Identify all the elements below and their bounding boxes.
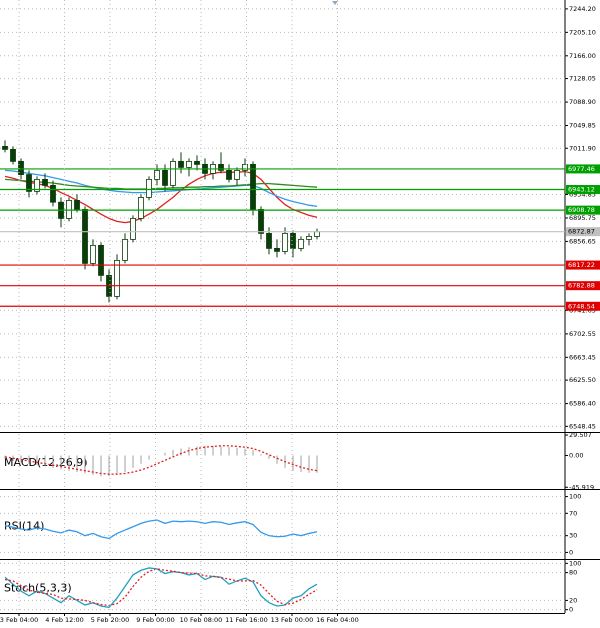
candle-body	[122, 238, 128, 261]
candle-body	[130, 217, 136, 240]
level-label: 6782.88	[568, 282, 595, 290]
indicator-line	[4, 519, 318, 540]
x-axis-label: 16 Feb 04:00	[316, 616, 359, 624]
y-tick-label: 6856.65	[569, 237, 596, 245]
indicator-label: RSI(14)	[4, 520, 44, 533]
candle-body	[26, 174, 32, 192]
shift-marker	[332, 1, 338, 5]
y-tick-label: 6548.45	[569, 422, 596, 430]
level-label: 6943.12	[568, 186, 595, 194]
candle-body	[194, 160, 200, 165]
y-tick-label: 6586.40	[569, 400, 596, 408]
y-tick-label: 100	[569, 493, 581, 501]
y-tick-label: -45.919	[569, 483, 594, 491]
candle-body	[218, 163, 224, 171]
level-label-box	[566, 260, 600, 270]
level-label-box	[566, 164, 600, 174]
x-axis-label: 4 Feb 12:00	[45, 616, 84, 624]
y-tick-label: 7244.20	[569, 5, 596, 13]
y-tick-label: 6895.75	[569, 214, 596, 222]
indicator-label: MACD(12,26,9)	[4, 456, 88, 469]
y-tick-label: 0.00	[569, 451, 583, 459]
candle-body	[306, 235, 312, 240]
candle-body	[242, 163, 248, 171]
x-axis-label: 11 Feb 16:00	[225, 616, 268, 624]
y-tick-label: 7128.05	[569, 75, 596, 83]
level-label: 6872.87	[568, 228, 595, 236]
candle-body	[2, 145, 8, 150]
x-axis-label: 13 Feb 00:00	[271, 616, 314, 624]
indicator-line	[4, 169, 318, 208]
level-label-box	[566, 227, 600, 237]
candle-body	[42, 178, 48, 186]
level-label: 6977.46	[568, 165, 595, 173]
y-tick-label: 29.507	[569, 431, 592, 439]
y-tick-label: 7049.85	[569, 121, 596, 129]
level-label-box	[566, 281, 600, 291]
candle-body	[226, 169, 232, 180]
candle-body	[98, 244, 104, 276]
y-tick-label: 100	[569, 559, 581, 567]
candle-body	[178, 160, 184, 168]
y-tick-label: 0	[569, 548, 573, 556]
x-axis-label: 9 Feb 00:00	[136, 616, 175, 624]
level-label-box	[566, 205, 600, 215]
y-tick-label: 7166.00	[569, 52, 596, 60]
level-label: 6908.78	[568, 206, 595, 214]
candle-body	[154, 169, 160, 180]
candle-body	[114, 259, 120, 297]
candle-body	[186, 160, 192, 168]
y-tick-label: 70	[569, 509, 577, 517]
candle-body	[90, 244, 96, 264]
y-tick-label: 20	[569, 596, 577, 604]
candle-body	[258, 208, 264, 234]
y-tick-label: 80	[569, 569, 577, 577]
candle-body	[74, 199, 80, 210]
y-tick-label: 6934.85	[569, 190, 596, 198]
y-tick-label: 0	[569, 606, 573, 614]
candle-body	[250, 163, 256, 210]
y-tick-label: 6702.55	[569, 330, 596, 338]
y-tick-label: 6625.50	[569, 376, 596, 384]
candle-body	[162, 169, 168, 186]
y-tick-label: 30	[569, 532, 577, 540]
candle-body	[266, 232, 272, 249]
candle-body	[82, 208, 88, 264]
candle-body	[314, 231, 320, 237]
candle-body	[10, 148, 16, 162]
level-label: 6748.54	[568, 302, 595, 310]
candle-body	[234, 169, 240, 180]
level-label-box	[566, 185, 600, 195]
x-axis-label: 5 Feb 20:00	[91, 616, 130, 624]
y-tick-label: 7205.10	[569, 28, 596, 36]
candle-body	[146, 178, 152, 198]
candle-body	[290, 232, 296, 249]
indicator-line	[4, 178, 318, 190]
indicator-line	[4, 567, 318, 609]
indicator-line	[4, 445, 318, 475]
indicator-label: Stoch(5,3,3)	[4, 582, 72, 595]
x-axis-label: 10 Feb 08:00	[180, 616, 223, 624]
candle-body	[274, 247, 280, 252]
candle-body	[34, 178, 40, 192]
y-tick-label: 6663.45	[569, 353, 596, 361]
y-tick-label: 7088.90	[569, 98, 596, 106]
y-tick-label: 7011.90	[569, 144, 596, 152]
level-label: 6817.22	[568, 261, 595, 269]
candle-body	[298, 238, 304, 249]
x-axis-label: 3 Feb 04:00	[0, 616, 38, 624]
level-label-box	[566, 301, 600, 311]
candle-body	[50, 184, 56, 203]
candle-body	[282, 232, 288, 252]
candle-body	[170, 160, 176, 186]
candle-body	[66, 199, 72, 219]
candle-body	[138, 196, 144, 219]
